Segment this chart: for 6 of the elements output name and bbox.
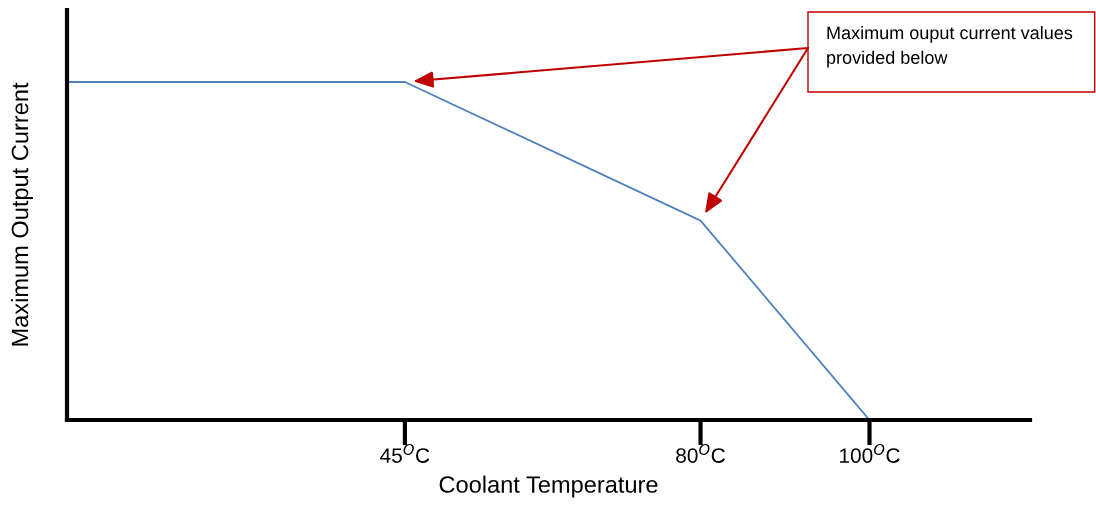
x-tick-label: 80$^{O}$C [676,443,725,463]
x-axis-title: Coolant Temperature [439,475,658,498]
x-tick-label: 45$^{O}$C [380,443,430,463]
y-axis-title: Maximum Output Current [11,82,33,346]
x-tick-label: 100$^{O}$C [840,443,900,463]
text: Maximum ouput current values provided below [827,26,1073,68]
